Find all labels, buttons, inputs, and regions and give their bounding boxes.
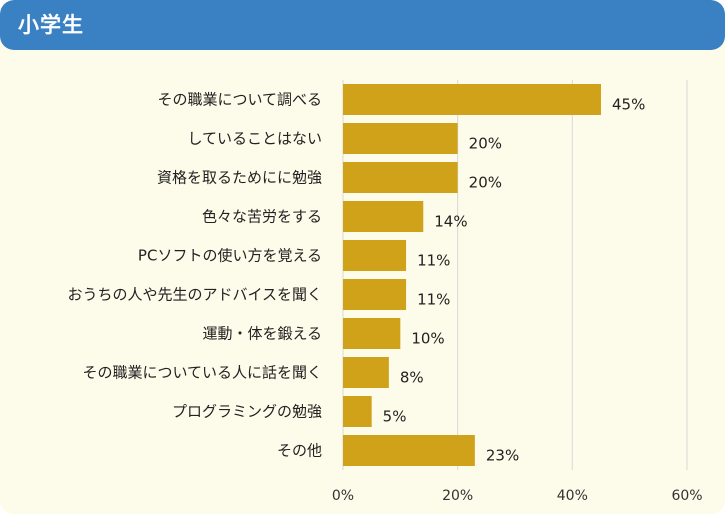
bar bbox=[343, 357, 389, 388]
value-label: 5% bbox=[383, 408, 407, 426]
category-label: 運動・体を鍛える bbox=[202, 325, 322, 343]
category-label: その職業について調べる bbox=[157, 91, 322, 109]
value-label: 10% bbox=[411, 330, 444, 348]
x-tick-label: 0% bbox=[332, 488, 354, 504]
category-label: その職業についている人に話を聞く bbox=[82, 364, 322, 382]
category-label: おうちの人や先生のアドバイスを聞く bbox=[67, 286, 322, 304]
x-tick-label: 40% bbox=[557, 488, 588, 504]
category-label: PCソフトの使い方を覚える bbox=[138, 247, 322, 265]
value-label: 23% bbox=[486, 447, 519, 465]
value-label: 20% bbox=[469, 174, 502, 192]
value-label: 45% bbox=[612, 96, 645, 114]
category-label: 資格を取るためにに勉強 bbox=[157, 169, 322, 187]
value-label: 11% bbox=[417, 252, 450, 270]
chart-title: 小学生 bbox=[18, 13, 84, 37]
bar bbox=[343, 162, 458, 193]
x-tick-label: 20% bbox=[442, 488, 473, 504]
bar bbox=[343, 279, 407, 310]
header-bar: 小学生 bbox=[0, 0, 725, 50]
category-label: 色々な苦労をする bbox=[202, 208, 322, 226]
value-label: 20% bbox=[469, 135, 502, 153]
bar bbox=[343, 84, 601, 115]
category-label: プログラミングの勉強 bbox=[172, 403, 322, 421]
bar bbox=[343, 396, 372, 427]
category-label: していることはない bbox=[187, 130, 322, 148]
value-label: 14% bbox=[434, 213, 467, 231]
x-tick-label: 60% bbox=[671, 488, 702, 504]
bar bbox=[343, 201, 424, 232]
category-label: その他 bbox=[277, 442, 322, 460]
bar bbox=[343, 318, 401, 349]
value-label: 8% bbox=[400, 369, 424, 387]
bar bbox=[343, 435, 475, 466]
bar bbox=[343, 240, 407, 271]
value-label: 11% bbox=[417, 291, 450, 309]
bar bbox=[343, 123, 458, 154]
